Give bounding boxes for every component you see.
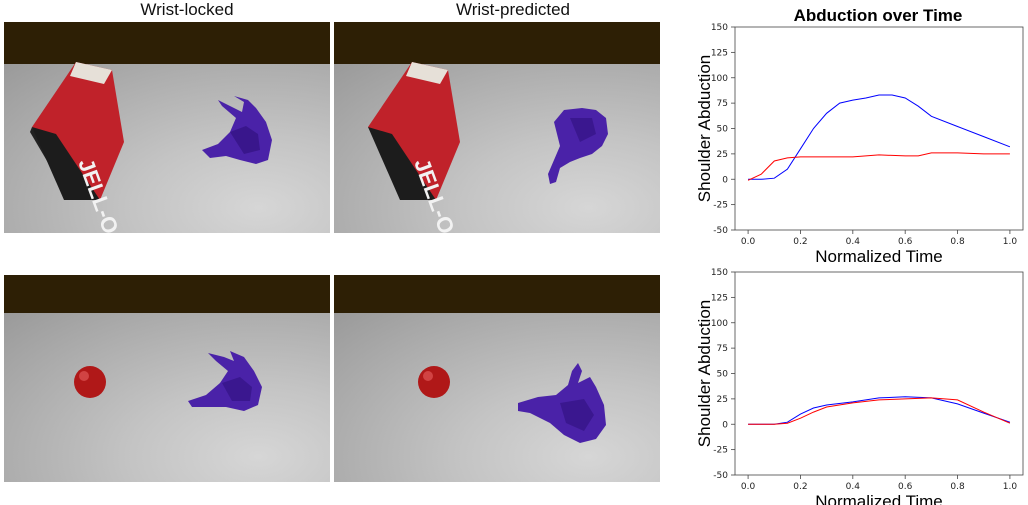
y-tick-label: -50 [713, 471, 728, 481]
series-line-red [748, 397, 1011, 425]
plot-frame [734, 26, 1024, 231]
x-tick-label: 0.6 [898, 482, 913, 492]
y-tick-label: 25 [717, 395, 728, 405]
y-tick-label: 75 [717, 344, 728, 354]
x-tick-label: 0.8 [950, 482, 965, 492]
column-title-wrist-locked: Wrist-locked [140, 0, 234, 19]
jello-box-icon: JELL-O [30, 62, 124, 233]
x-tick-label: 0.4 [846, 482, 861, 492]
chart-bottom: -50 -25 0 25 50 75 100 125 150 0.0 0.2 0.4 0.6 0.8 1.0… [690, 262, 1028, 505]
x-tick-label: 0.4 [846, 237, 861, 247]
x-tick-label: 0.0 [741, 482, 756, 492]
x-axis-label: Normalized Time [815, 247, 943, 262]
wall-band [4, 275, 330, 313]
purple-hand-icon [202, 96, 272, 164]
wall-band [4, 22, 330, 64]
scene-row1-wrist-predicted: JELL-O [334, 22, 660, 233]
chart-top-svg: -50 -25 0 25 50 75 100 125 150 0.0 0.2 0.4 0.6 0.8 1.0… [695, 23, 1024, 262]
scene-objects: JELL-O [368, 62, 608, 233]
wall-band [334, 275, 660, 313]
scene-row1-wrist-locked: JELL-O [4, 22, 330, 233]
y-tick-label: -25 [713, 201, 728, 211]
wall-band [334, 22, 660, 64]
column-title-wrist-predicted: Wrist-predicted [456, 0, 570, 19]
y-tick-label: -50 [713, 226, 728, 236]
red-apple-icon [74, 366, 106, 398]
series-line-blue [748, 396, 1011, 425]
y-axis-label: Shoulder Abduction [695, 55, 714, 202]
y-tick-label: 0 [722, 175, 728, 185]
x-tick-label: 0.6 [898, 237, 913, 247]
y-tick-label: 125 [711, 48, 728, 58]
x-tick-label: 0.2 [793, 237, 807, 247]
y-tick-label: 50 [717, 125, 729, 135]
jello-box-icon: JELL-O [368, 62, 460, 233]
y-tick-label: 25 [717, 150, 728, 160]
y-tick-label: 125 [711, 293, 728, 303]
y-tick-label: 0 [722, 420, 728, 430]
series-line-red [747, 152, 1010, 181]
purple-hand-icon [548, 108, 608, 184]
series-line-blue [748, 94, 1011, 180]
y-tick-label: 50 [717, 370, 729, 380]
x-tick-label: 0.2 [793, 482, 807, 492]
y-tick-label: 75 [717, 99, 728, 109]
x-tick-label: 0.0 [741, 237, 756, 247]
x-tick-label: 1.0 [1003, 482, 1018, 492]
x-tick-label: 0.8 [950, 237, 965, 247]
x-axis-label: Normalized Time [815, 492, 943, 505]
scene-row2-wrist-locked [4, 275, 330, 482]
y-axis-label: Shoulder Abduction [695, 300, 714, 447]
purple-hand-icon [518, 363, 606, 443]
y-tick-label: 150 [711, 268, 728, 278]
chart-title: Abduction over Time [793, 6, 963, 25]
scene-objects [74, 351, 262, 411]
y-tick-label: 150 [711, 23, 728, 33]
y-tick-label: -25 [713, 446, 728, 456]
floor-plane [4, 313, 330, 482]
y-tick-label: 100 [711, 74, 728, 84]
red-apple-icon [418, 366, 450, 398]
scene-row2-wrist-predicted [334, 275, 660, 482]
scene-objects [418, 363, 606, 443]
purple-hand-icon [188, 351, 262, 411]
x-tick-label: 1.0 [1003, 237, 1018, 247]
scene-objects: JELL-O [30, 62, 272, 233]
chart-bottom-svg: -50 -25 0 25 50 75 100 125 150 0.0 0.2 0.4 0.6 0.8 1.0… [695, 268, 1024, 505]
y-tick-label: 100 [711, 319, 728, 329]
chart-top: -50 -25 0 25 50 75 100 125 150 0.0 0.2 0.4 0.6 0.8 1.0… [690, 22, 1028, 262]
plot-frame [734, 271, 1024, 476]
floor-plane [334, 313, 660, 482]
